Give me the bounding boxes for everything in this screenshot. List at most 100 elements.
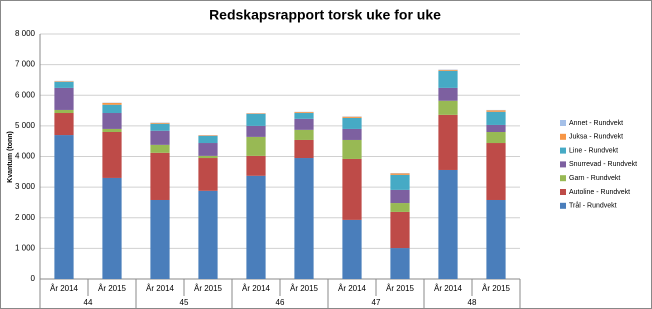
x-tick-label: År 2015 <box>194 284 223 293</box>
bar-segment <box>486 199 506 279</box>
group-label: 45 <box>180 298 189 307</box>
bar-segment <box>342 116 362 118</box>
x-tick-label: År 2014 <box>434 284 463 293</box>
bar-segment <box>342 117 362 129</box>
bar-segment <box>438 100 458 115</box>
y-tick-label: 2 000 <box>15 213 36 222</box>
bar-segment <box>390 173 410 175</box>
y-tick-label: 8 000 <box>15 29 36 38</box>
bar-segment <box>102 132 122 178</box>
bar-segment <box>294 112 314 114</box>
bar-segment <box>198 158 218 191</box>
group-label: 48 <box>468 298 477 307</box>
bar-segment <box>150 123 170 131</box>
legend-label: Annet - Rundvekt <box>569 120 623 127</box>
x-tick-label: År 2014 <box>242 284 271 293</box>
x-tick-label: År 2014 <box>338 284 367 293</box>
y-axis-label: Kvantum (tonn) <box>7 131 14 183</box>
legend-swatch <box>560 133 566 140</box>
x-tick-label: År 2015 <box>482 284 511 293</box>
bar-segment <box>150 152 170 200</box>
legend-label: Garn - Rundvekt <box>569 175 620 182</box>
bar-segment <box>150 130 170 145</box>
bar-segment <box>54 87 74 110</box>
legend-swatch <box>560 147 566 154</box>
bar-segment <box>438 169 458 279</box>
bar-segment <box>486 143 506 200</box>
bar-segment <box>246 125 266 137</box>
bar-segment <box>294 113 314 119</box>
legend-swatch <box>560 120 566 126</box>
bar-segment <box>198 135 218 144</box>
bar-segment <box>438 70 458 88</box>
x-tick-label: År 2015 <box>98 284 127 293</box>
bar-segment <box>198 155 218 159</box>
bar-segment <box>438 69 458 71</box>
bar-segment <box>390 203 410 212</box>
bar-segment <box>390 174 410 190</box>
bar-segment <box>486 110 506 112</box>
group-label: 44 <box>84 298 93 307</box>
bar-segment <box>486 111 506 125</box>
bar-segment <box>54 81 74 88</box>
x-tick-label: År 2014 <box>146 284 175 293</box>
group-label: 47 <box>372 298 381 307</box>
legend-swatch <box>560 189 566 195</box>
bar-segment <box>246 136 266 156</box>
bar-segment <box>150 199 170 279</box>
y-tick-label: 3 000 <box>15 182 36 191</box>
bar-segment <box>486 124 506 132</box>
bar-segment <box>342 219 362 279</box>
legend-label: Juksa - Rundvekt <box>569 134 623 141</box>
bar-segment <box>294 118 314 130</box>
bar-segment <box>486 132 506 144</box>
bar-segment <box>198 143 218 156</box>
bar-segment <box>198 190 218 279</box>
bar-segment <box>342 139 362 159</box>
y-tick-label: 5 000 <box>15 121 36 130</box>
legend-label: Snurrevad - Rundvekt <box>569 161 637 168</box>
group-label: 46 <box>276 298 285 307</box>
bar-segment <box>102 104 122 114</box>
y-tick-label: 4 000 <box>15 152 36 161</box>
bar-segment <box>102 128 122 132</box>
bar-segment <box>246 175 266 279</box>
bar-segment <box>102 102 122 105</box>
bar-segment <box>150 122 170 124</box>
bar-segment <box>102 113 122 129</box>
bar-segment <box>54 113 74 136</box>
y-tick-label: 7 000 <box>15 60 36 69</box>
chart-title: Redskapsrapport torsk uke for uke <box>209 7 441 23</box>
bar-segment <box>246 113 266 126</box>
bar-segment <box>54 135 74 279</box>
bar-segment <box>390 189 410 204</box>
legend-swatch <box>560 175 566 182</box>
y-tick-label: 0 <box>31 274 36 283</box>
legend-swatch <box>560 202 566 209</box>
bar-segment <box>438 114 458 170</box>
bar-segment <box>246 155 266 176</box>
legend-label: Autoline - Rundvekt <box>569 189 630 196</box>
y-tick-label: 1 000 <box>15 243 36 252</box>
bar-segment <box>246 113 266 114</box>
bar-segment <box>342 158 362 220</box>
legend-swatch <box>560 161 566 168</box>
y-tick-label: 6 000 <box>15 90 36 99</box>
legend-label: Trål - Rundvekt <box>569 202 617 210</box>
bar-segment <box>390 211 410 249</box>
bar-segment <box>54 81 74 82</box>
bar-segment <box>150 144 170 153</box>
x-tick-label: År 2015 <box>290 284 319 293</box>
x-tick-label: År 2014 <box>50 284 79 293</box>
bar-segment <box>294 129 314 140</box>
bar-segment <box>390 248 410 279</box>
bar-segment <box>294 139 314 159</box>
bar-segment <box>102 177 122 279</box>
bar-segment <box>198 135 218 136</box>
legend-label: Line - Rundvekt <box>569 147 618 154</box>
bar-segment <box>438 87 458 101</box>
bar-segment <box>342 128 362 140</box>
bar-segment <box>294 158 314 279</box>
